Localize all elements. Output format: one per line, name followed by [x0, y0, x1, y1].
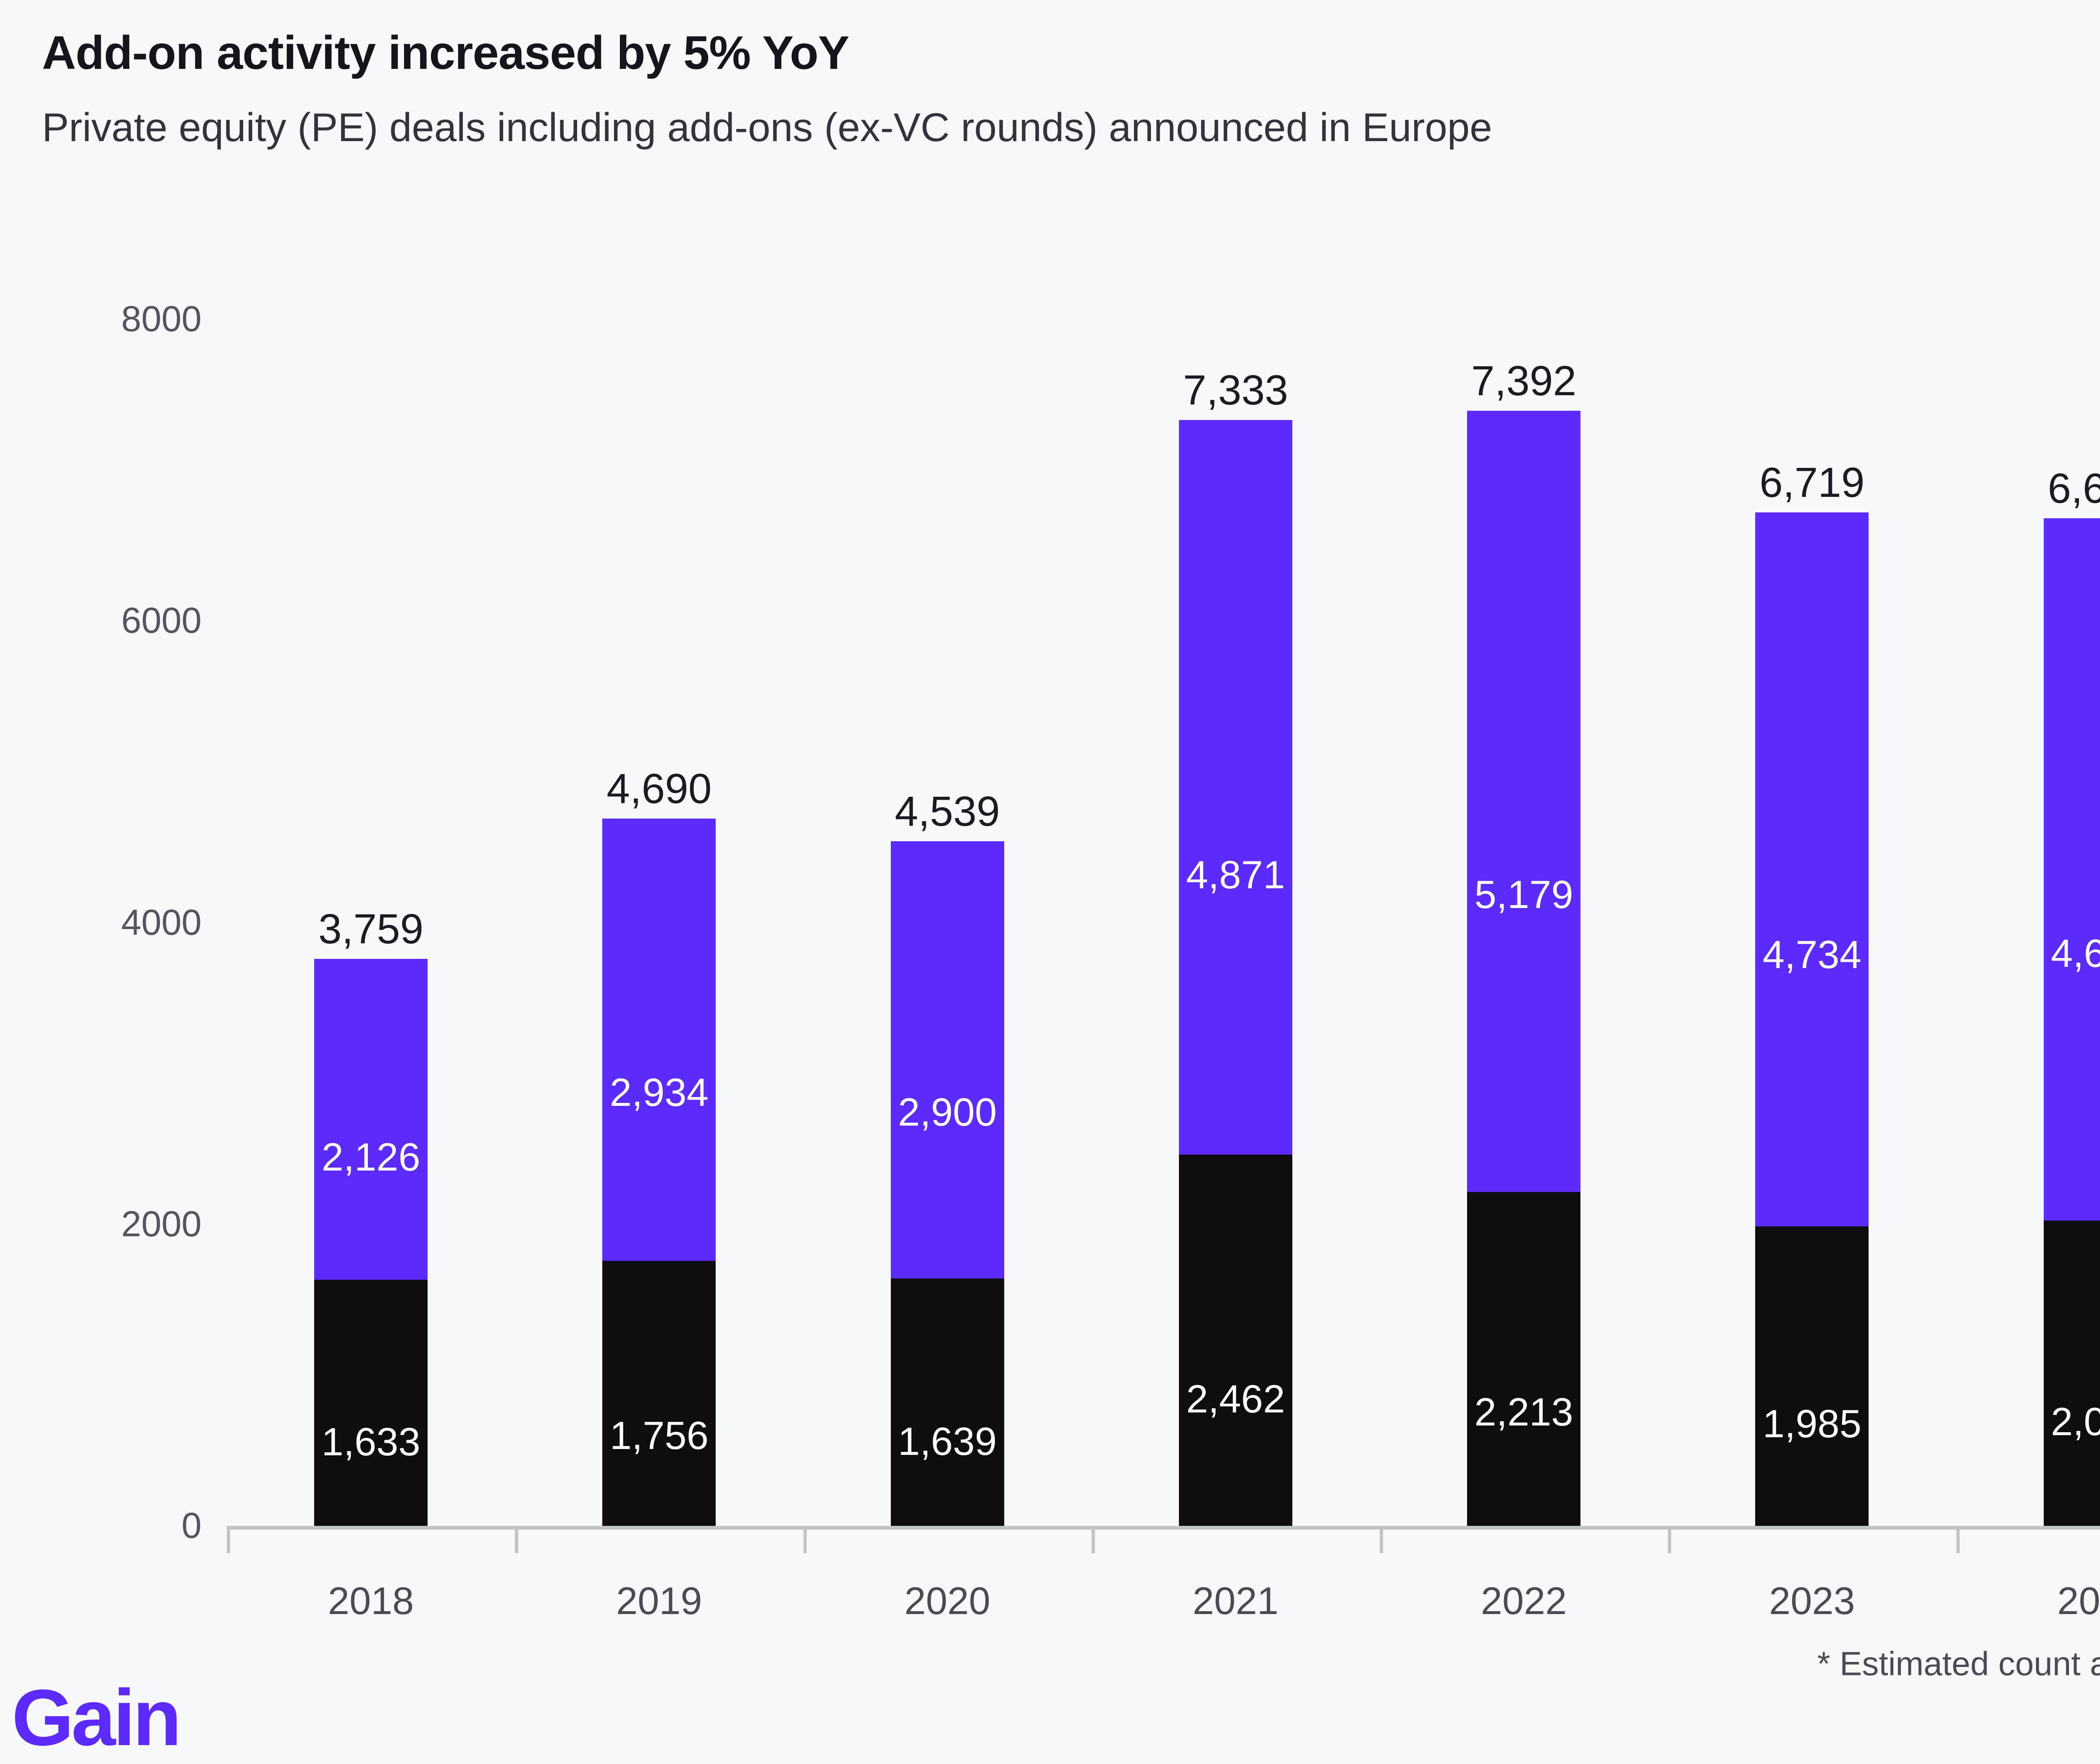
bar-value-label-addons: 5,179	[1474, 872, 1573, 917]
bar-segment-addons[interactable]: 5,179	[1467, 411, 1581, 1192]
bar-segment-majority-minority-pe[interactable]: 2,213	[1467, 1192, 1581, 1526]
y-axis-tick-label: 4000	[121, 902, 202, 942]
bar-value-label-addons: 4,657	[2051, 931, 2100, 975]
x-axis-tick	[515, 1530, 519, 1553]
bar-total-label: 7,392	[1471, 357, 1577, 405]
bar-total-label: 7,333	[1183, 366, 1288, 414]
x-axis-label-2020: 2020	[904, 1580, 990, 1622]
footnote-prefix: * Estimated count accounts for reporting…	[1817, 1645, 2100, 1683]
bar-total-label: 6,681	[2048, 465, 2100, 512]
page-title: Add-on activity increased by 5% YoY	[42, 26, 849, 79]
chart-footnote: * Estimated count accounts for reporting…	[1817, 1644, 2100, 1683]
bar-value-label-pe: 1,633	[321, 1419, 420, 1464]
bar-segment-majority-minority-pe[interactable]: 1,756	[602, 1261, 716, 1526]
bar-value-label-pe: 2,213	[1474, 1389, 1573, 1434]
bar-value-label-pe: 1,985	[1762, 1401, 1861, 1446]
bar-segment-addons[interactable]: 4,657	[2043, 518, 2100, 1221]
bar-segment-addons[interactable]: 4,734	[1755, 512, 1869, 1227]
bar-total-label: 3,759	[318, 906, 424, 953]
bar-total-label: 4,539	[895, 788, 1000, 835]
x-axis-label-2023: 2023	[1769, 1580, 1855, 1622]
bar-segment-addons[interactable]: 2,900	[890, 841, 1004, 1279]
y-axis-tick-label: 0	[181, 1505, 202, 1546]
y-axis-tick-label: 6000	[121, 600, 202, 641]
x-axis-tick	[227, 1530, 230, 1553]
bar-value-label-pe: 2,024	[2051, 1399, 2100, 1444]
bar-segment-majority-minority-pe[interactable]: 1,633	[314, 1279, 428, 1526]
bar-value-label-addons: 2,934	[609, 1070, 709, 1114]
bar-value-label-pe: 1,639	[898, 1419, 997, 1463]
bar-segment-majority-minority-pe[interactable]: 1,639	[890, 1278, 1004, 1526]
bar-value-label-pe: 1,756	[609, 1413, 709, 1457]
x-axis-label-2018: 2018	[328, 1580, 414, 1622]
y-axis-tick-label: 2000	[121, 1204, 202, 1244]
x-axis-tick	[803, 1530, 807, 1553]
bar-segment-majority-minority-pe[interactable]: 2,024	[2043, 1221, 2100, 1526]
bar-total-label: 4,690	[606, 765, 712, 812]
bar-segment-addons[interactable]: 2,126	[314, 959, 428, 1280]
bar-value-label-addons: 2,126	[321, 1135, 420, 1179]
x-axis-label-2019: 2019	[616, 1580, 702, 1622]
bar-value-label-addons: 2,900	[898, 1089, 997, 1134]
x-axis-tick	[1091, 1530, 1095, 1553]
bar-value-label-pe: 2,462	[1186, 1377, 1285, 1421]
chart-header: Add-on activity increased by 5% YoY Priv…	[42, 29, 2100, 148]
x-axis-tick	[1668, 1530, 1672, 1553]
bar-segment-addons[interactable]: 2,934	[602, 818, 716, 1261]
bar-segment-majority-minority-pe[interactable]: 1,985	[1755, 1226, 1869, 1526]
x-axis-line	[227, 1526, 2100, 1530]
x-axis-tick	[1380, 1530, 1383, 1553]
x-axis-label-2024: 2024	[2057, 1580, 2100, 1622]
bar-total-label: 6,719	[1759, 459, 1865, 507]
bar-segment-addons[interactable]: 4,871	[1179, 420, 1292, 1155]
gain-logo: Gain	[12, 1673, 181, 1762]
bar-value-label-addons: 4,871	[1186, 853, 1285, 897]
x-axis-label-2021: 2021	[1192, 1580, 1279, 1622]
bar-segment-majority-minority-pe[interactable]: 2,462	[1179, 1154, 1292, 1526]
x-axis-label-2022: 2022	[1480, 1580, 1567, 1622]
chart-subtitle: Private equity (PE) deals including add-…	[42, 105, 1492, 150]
bar-value-label-addons: 4,734	[1762, 932, 1861, 977]
y-axis-tick-label: 8000	[121, 299, 202, 339]
x-axis-tick	[1956, 1530, 1960, 1553]
